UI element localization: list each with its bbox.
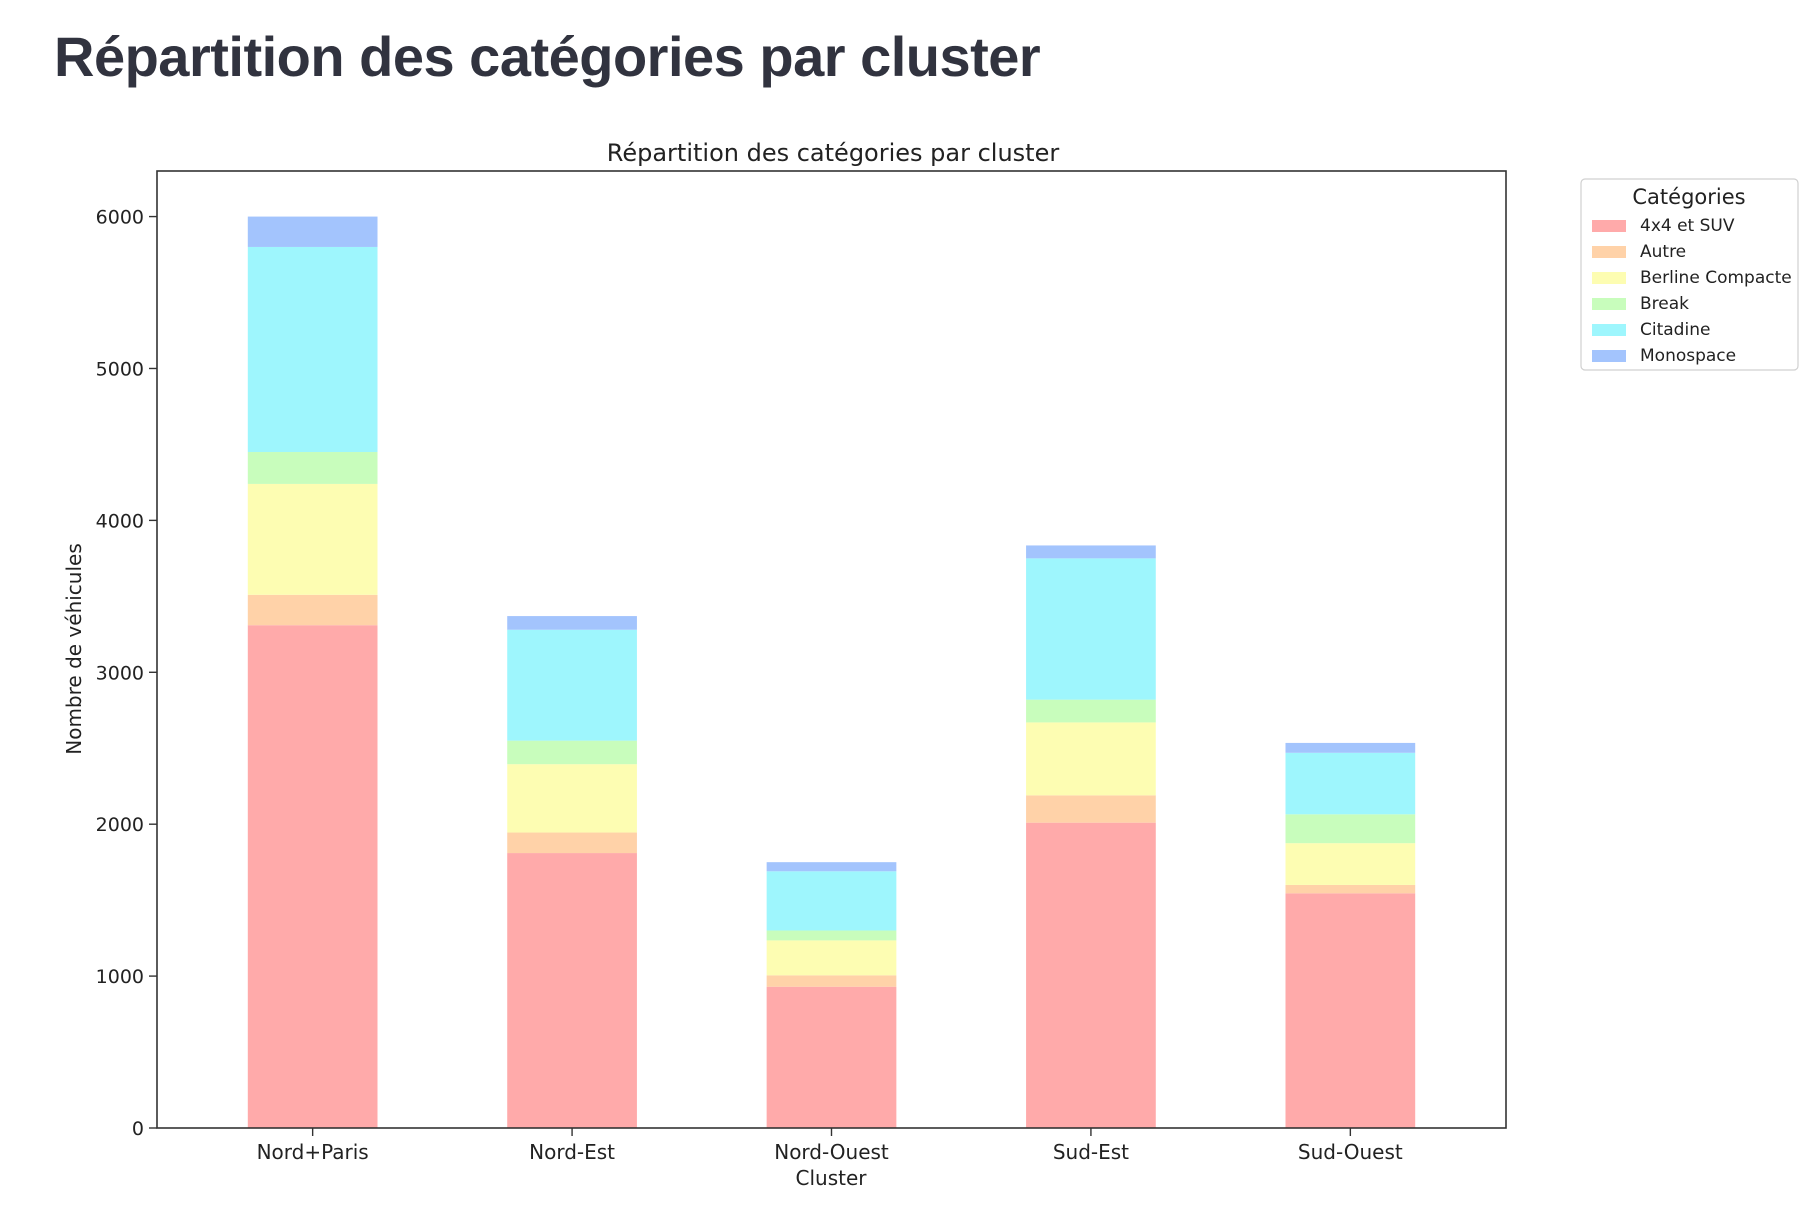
x-tick-label: Sud-Ouest [1298,1140,1403,1164]
legend-swatch [1592,272,1626,284]
legend-label: Autre [1640,242,1686,262]
x-axis-label: Cluster [796,1166,868,1190]
bar-segment-nord-paris-0 [247,625,378,1128]
legend-label: 4x4 et SUV [1640,216,1735,236]
bars-group [247,216,1416,1128]
bar-segment-sud-ouest-0 [1285,893,1416,1128]
legend-label: Citadine [1640,320,1710,340]
x-tick-label: Nord+Paris [257,1140,369,1164]
y-axis: 0 1000 2000 3000 4000 5000 6000 [96,207,157,1140]
y-tick-label: 3000 [96,662,144,684]
x-axis: Nord+Paris Nord-Est Nord-Ouest Sud-Est Sud-O… [257,1128,1403,1164]
bar-segment-nord-est-3 [507,740,637,765]
bar-segment-sud-est-2 [1026,722,1156,796]
bar-segment-sud-ouest-4 [1285,752,1416,815]
bar-segment-nord-paris-4 [247,246,378,453]
page-heading: Répartition des catégories par cluster [54,25,1041,88]
legend-label: Berline Compacte [1640,268,1792,288]
bar-segment-nord-ouest-0 [766,986,897,1128]
bar-segment-sud-ouest-5 [1285,742,1416,753]
bar-segment-sud-est-0 [1026,822,1156,1128]
bar-segment-sud-est-3 [1026,699,1156,723]
bar-segment-sud-ouest-1 [1285,884,1416,894]
bar-segment-sud-ouest-2 [1285,843,1416,885]
bar-segment-nord-est-4 [507,629,637,741]
legend-box [1580,178,1799,371]
legend: Catégories 4x4 et SUV Autre Berline Compac… [1580,178,1799,371]
x-tick-label: Nord-Ouest [774,1140,889,1164]
legend-swatch [1592,220,1626,232]
legend-swatch [1592,298,1626,310]
legend-swatch [1592,246,1626,258]
bar-segment-nord-ouest-4 [766,871,897,931]
bar-segment-nord-ouest-5 [766,862,897,872]
x-tick-label: Sud-Est [1053,1140,1129,1164]
bar-segment-nord-est-2 [507,764,637,833]
legend-items: 4x4 et SUV Autre Berline Compacte Break Cita… [1592,216,1792,366]
y-tick-label: 5000 [96,358,144,380]
bar-segment-sud-est-4 [1026,558,1156,700]
y-tick-label: 2000 [96,814,144,836]
y-axis-label: Nombre de véhicules [62,543,86,755]
bar-segment-nord-ouest-2 [766,940,897,976]
bar-segment-nord-est-5 [507,616,637,630]
bar-segment-sud-est-5 [1026,545,1156,559]
bar-segment-nord-paris-5 [247,216,378,247]
bar-segment-nord-est-0 [507,853,637,1128]
bar-segment-sud-ouest-3 [1285,814,1416,844]
legend-title: Catégories [1632,185,1745,209]
y-tick-label: 1000 [96,966,144,988]
legend-label: Monospace [1640,346,1736,366]
y-tick-label: 4000 [96,510,144,532]
bar-segment-nord-ouest-3 [766,930,897,941]
bar-segment-nord-paris-1 [247,594,378,626]
legend-swatch [1592,324,1626,336]
bar-segment-nord-ouest-1 [766,975,897,987]
y-tick-label: 6000 [96,207,144,229]
bar-segment-nord-paris-3 [247,452,378,484]
chart-title: Répartition des catégories par cluster [607,139,1060,167]
legend-label: Break [1640,294,1689,314]
y-tick-label: 0 [132,1118,144,1140]
bar-segment-nord-est-1 [507,832,637,854]
x-tick-label: Nord-Est [529,1140,615,1164]
bar-segment-sud-est-1 [1026,795,1156,823]
bar-segment-nord-paris-2 [247,483,378,595]
legend-swatch [1592,350,1626,362]
